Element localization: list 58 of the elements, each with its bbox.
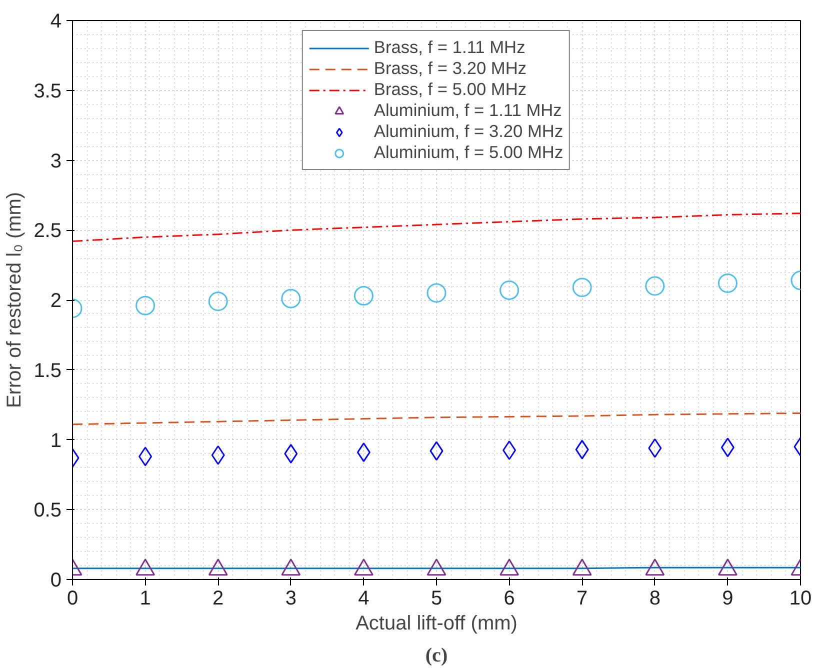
- point: [645, 558, 665, 576]
- point: [500, 558, 520, 576]
- point: [208, 292, 228, 312]
- point: [645, 276, 665, 296]
- line-series: [72, 212, 800, 242]
- y-tick-label: 2.5: [34, 220, 62, 242]
- x-tick-label: 5: [430, 588, 442, 610]
- legend-label: Brass, f = 5.00 MHz: [374, 79, 527, 100]
- point: [284, 444, 298, 464]
- y-tick-label: 1.5: [34, 360, 62, 382]
- legend-label: Brass, f = 1.11 MHz: [374, 37, 526, 58]
- x-tick-label: 4: [358, 588, 370, 610]
- point: [500, 280, 520, 300]
- y-tick-label: 3: [50, 150, 62, 172]
- x-tick-label: 9: [722, 588, 734, 610]
- point: [281, 288, 301, 308]
- point: [502, 440, 516, 460]
- y-axis-title: Error of restored l₀ (mm): [4, 192, 26, 408]
- x-tick-label: 1: [140, 588, 151, 610]
- point: [211, 445, 225, 465]
- point: [720, 438, 734, 458]
- text: (c): [425, 644, 448, 666]
- x-tick-label: 10: [789, 588, 812, 610]
- y-tick-label: 4: [50, 10, 62, 32]
- y-tick-label: 0: [50, 570, 62, 592]
- point: [426, 283, 446, 303]
- point: [572, 278, 592, 298]
- y-tick-label: 0.5: [34, 500, 62, 522]
- point: [208, 558, 228, 576]
- point: [354, 286, 374, 306]
- point: [356, 442, 370, 462]
- x-tick-label: 2: [212, 588, 224, 610]
- point: [138, 446, 152, 466]
- legend-label: Aluminium, f = 5.00 MHz: [374, 142, 564, 163]
- line-series: [72, 412, 800, 426]
- x-tick-label: 6: [504, 588, 515, 610]
- legend-label: Brass, f = 3.20 MHz: [374, 58, 527, 79]
- x-tick-label: 0: [66, 588, 78, 610]
- y-tick-label: 1: [50, 430, 62, 452]
- point: [572, 558, 592, 576]
- x-tick-label: 8: [649, 588, 660, 610]
- y-tick-label: 2: [50, 290, 62, 312]
- point: [575, 440, 589, 460]
- legend-label: Aluminium, f = 3.20 MHz: [374, 121, 564, 142]
- point: [648, 438, 662, 458]
- point: [136, 296, 156, 316]
- point: [281, 558, 301, 576]
- point: [354, 558, 374, 576]
- point: [718, 558, 738, 576]
- legend-label: Aluminium, f = 1.11 MHz: [374, 100, 562, 121]
- point: [136, 558, 156, 576]
- point: [430, 441, 444, 461]
- x-tick-label: 3: [285, 588, 296, 610]
- x-tick-label: 7: [576, 588, 588, 610]
- point: [426, 558, 446, 576]
- point: [718, 274, 738, 293]
- y-tick-label: 3.5: [34, 80, 62, 102]
- x-axis-title: Actual lift-off (mm): [356, 612, 518, 634]
